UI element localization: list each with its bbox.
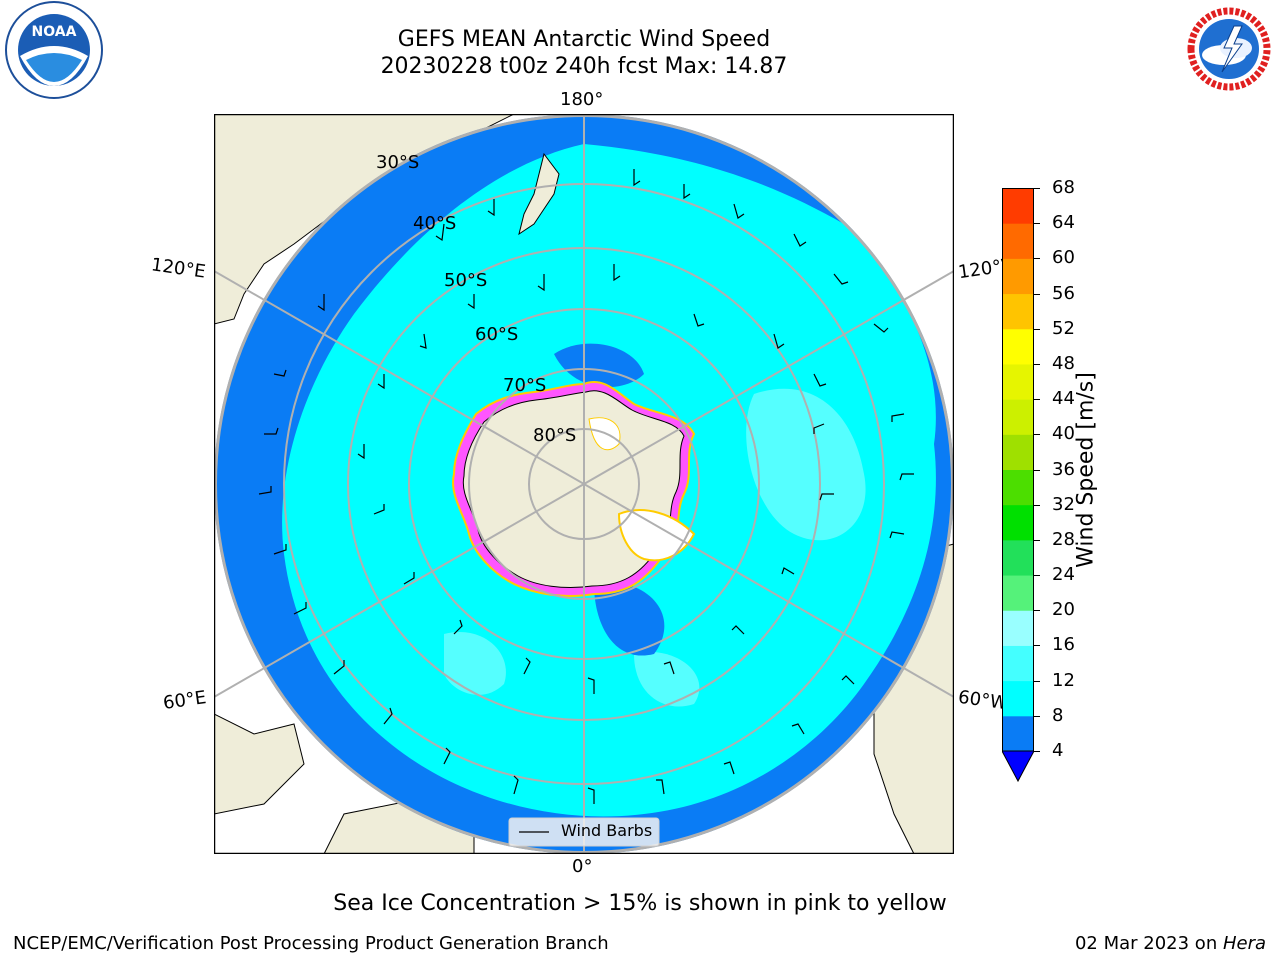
colorbar-tick-label: 52 xyxy=(1052,317,1075,339)
footer-credit: NCEP/EMC/Verification Post Processing Pr… xyxy=(13,933,609,954)
colorbar-tick-label: 64 xyxy=(1052,212,1075,234)
colorbar-tick-mark xyxy=(1034,223,1040,225)
colorbar-tick-label: 68 xyxy=(1052,177,1075,198)
map-frame xyxy=(213,113,955,855)
lon-label-180: 180° xyxy=(560,89,604,110)
colorbar-tick-mark xyxy=(1034,188,1040,189)
colorbar-tick-mark xyxy=(1034,645,1040,647)
colorbar-segment xyxy=(1002,293,1034,330)
colorbar-svg xyxy=(1001,188,1035,783)
colorbar-tick-label: 60 xyxy=(1052,247,1075,269)
noaa-logo-text: NOAA xyxy=(32,24,77,40)
colorbar-segment xyxy=(1002,539,1034,576)
nws-logo xyxy=(1178,0,1280,100)
colorbar-tick-mark xyxy=(1034,751,1040,752)
colorbar-tick-mark xyxy=(1034,539,1040,541)
colorbar-segment xyxy=(1002,575,1034,611)
colorbar-tick-label: 56 xyxy=(1052,282,1075,304)
lat-label-40s: 40°S xyxy=(413,213,457,234)
colorbar-segment xyxy=(1002,258,1034,295)
lat-label-30s: 30°S xyxy=(376,152,420,173)
polar-map xyxy=(213,113,955,855)
colorbar-tick-label: 40 xyxy=(1052,423,1075,445)
colorbar-tick-mark xyxy=(1034,610,1040,612)
colorbar-segment xyxy=(1002,469,1034,506)
colorbar-segment xyxy=(1002,434,1034,470)
colorbar-tick-label: 12 xyxy=(1052,669,1075,691)
wind-band-12-16-a xyxy=(746,388,866,541)
colorbar-segment xyxy=(1002,363,1034,400)
lat-label-80s: 80°S xyxy=(533,425,577,446)
colorbar-extend-triangle xyxy=(1001,750,1035,783)
colorbar-label: Wind Speed [m/s] xyxy=(1073,372,1099,568)
colorbar-tick-label: 36 xyxy=(1052,458,1075,480)
colorbar-tick-label: 24 xyxy=(1052,564,1075,586)
colorbar-tick-label: 8 xyxy=(1052,704,1064,726)
colorbar-tick-mark xyxy=(1034,504,1040,506)
lat-label-60s: 60°S xyxy=(475,324,519,345)
wind-band-12-16-c xyxy=(634,652,700,707)
colorbar-segment xyxy=(1002,328,1034,365)
colorbar-tick-mark xyxy=(1034,258,1040,260)
colorbar-tick-mark xyxy=(1034,399,1040,401)
noaa-logo: NOAA xyxy=(2,0,106,104)
wind-band-12-16-b xyxy=(444,632,506,695)
wind-band-4-8-inner-b xyxy=(594,582,665,656)
footer-date-text: 02 Mar 2023 on xyxy=(1074,933,1223,954)
wind-barbs xyxy=(258,169,914,804)
colorbar-segment xyxy=(1002,715,1034,752)
map-title: GEFS MEAN Antarctic Wind Speed xyxy=(397,27,771,52)
colorbar-tick-label: 48 xyxy=(1052,352,1075,374)
colorbar-tick-label: 44 xyxy=(1052,388,1075,410)
lat-label-50s: 50°S xyxy=(444,270,488,291)
sea-ice-caption: Sea Ice Concentration > 15% is shown in … xyxy=(333,891,947,916)
colorbar-tick-mark xyxy=(1034,680,1040,682)
polar-map-svg xyxy=(213,113,955,855)
colorbar-segment xyxy=(1002,610,1034,646)
colorbar-border xyxy=(1002,188,1034,752)
colorbar-tick-mark xyxy=(1034,328,1040,330)
lon-label-60e: 60°E xyxy=(161,687,208,714)
footer-host: Hera xyxy=(1222,933,1266,954)
colorbar-segment xyxy=(1002,680,1034,717)
legend-label: Wind Barbs xyxy=(561,821,653,840)
colorbar-tick-mark xyxy=(1034,363,1040,365)
footer-date: 02 Mar 2023 on Hera xyxy=(1075,933,1266,954)
colorbar-tick-label: 28 xyxy=(1052,528,1075,550)
colorbar-tick-mark xyxy=(1034,293,1040,295)
colorbar-tick-label: 32 xyxy=(1052,493,1075,515)
colorbar-tick-label: 16 xyxy=(1052,634,1075,656)
lat-label-70s: 70°S xyxy=(503,375,547,396)
colorbar xyxy=(1001,188,1035,783)
land-new-zealand xyxy=(518,152,560,236)
colorbar-tick-mark xyxy=(1034,575,1040,577)
ice-shelf-weddell xyxy=(617,509,696,562)
lon-label-0: 0° xyxy=(572,856,593,877)
lon-label-120e: 120°E xyxy=(149,254,207,283)
colorbar-tick-mark xyxy=(1034,715,1040,717)
colorbar-tick-label: 20 xyxy=(1052,599,1075,621)
colorbar-segment xyxy=(1002,223,1034,259)
colorbar-segment xyxy=(1002,399,1034,435)
colorbar-segment xyxy=(1002,645,1034,682)
map-subtitle: 20230228 t00z 240h fcst Max: 14.87 xyxy=(380,54,788,79)
colorbar-tick-label: 4 xyxy=(1052,740,1064,761)
colorbar-tick-mark xyxy=(1034,469,1040,471)
colorbar-segment xyxy=(1002,504,1034,541)
colorbar-segment xyxy=(1002,188,1034,224)
wind-barb-legend xyxy=(508,817,660,847)
colorbar-tick-mark xyxy=(1034,434,1040,436)
